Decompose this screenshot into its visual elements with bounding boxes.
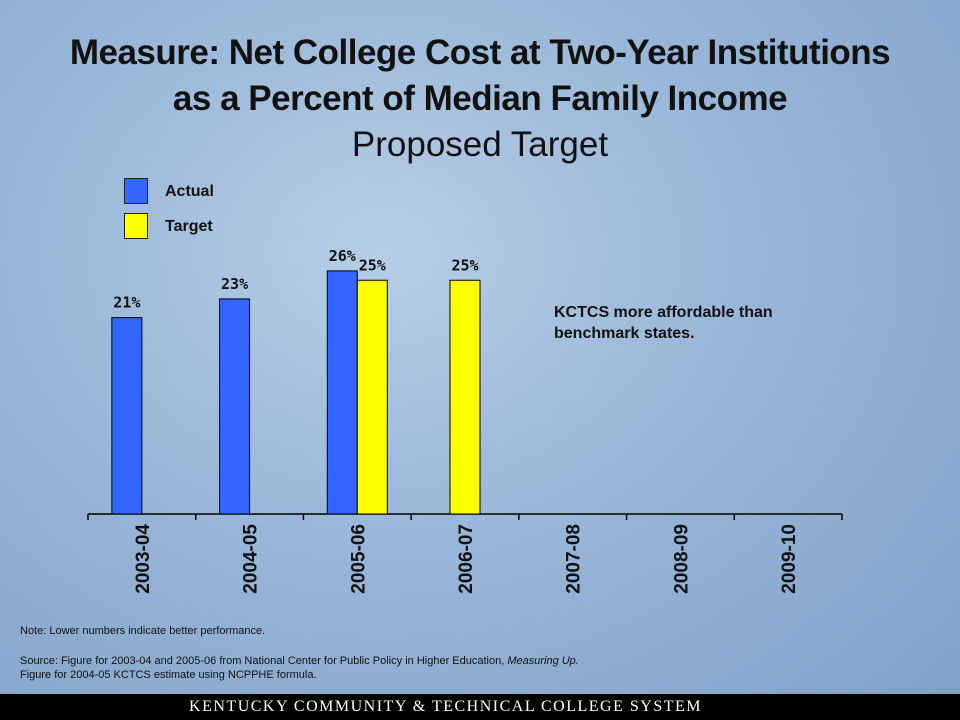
x-tick-label-2008-09: 2008-09 — [671, 524, 692, 594]
x-tick-label-2006-07: 2006-07 — [456, 524, 477, 594]
annotation: KCTCS more affordable than benchmark sta… — [554, 302, 854, 344]
x-tick-label-2007-08: 2007-08 — [564, 524, 585, 594]
title-line-3: Proposed Target — [351, 125, 609, 164]
footer-text: KENTUCKY COMMUNITY & TECHNICAL COLLEGE S… — [189, 698, 702, 715]
note: Note: Lower numbers indicate better perf… — [20, 625, 266, 637]
chart-title: Measure: Net College Cost at Two-Year In… — [0, 30, 960, 168]
legend-swatch-actual — [124, 178, 148, 204]
x-tick-label-2004-05: 2004-05 — [241, 524, 262, 594]
data-label-actual-2005-06: 26% — [329, 247, 356, 265]
bar-target-2005-06 — [356, 279, 388, 515]
footer-bar: KENTUCKY COMMUNITY & TECHNICAL COLLEGE S… — [0, 694, 960, 720]
x-tick-label-2005-06: 2005-06 — [348, 524, 369, 594]
source-text: Source: Figure for 2003-04 and 2005-06 f… — [20, 655, 508, 667]
bar-actual-2005-06 — [326, 270, 358, 515]
bar-target-2006-07 — [449, 279, 481, 515]
source-line-2: Figure for 2004-05 KCTCS estimate using … — [20, 669, 317, 681]
annotation-line-2: benchmark states. — [554, 325, 695, 342]
data-label-actual-2003-04: 21% — [113, 294, 140, 312]
data-label-actual-2004-05: 23% — [221, 275, 248, 293]
annotation-line-1: KCTCS more affordable than — [554, 304, 773, 321]
legend-label-target: Target — [165, 218, 213, 235]
data-label-target-2005-06: 25% — [359, 256, 386, 274]
x-tick-label-2003-04: 2003-04 — [133, 524, 154, 594]
data-label-target-2006-07: 25% — [451, 256, 478, 274]
legend-label-actual: Actual — [165, 183, 214, 200]
legend-swatch-target — [124, 213, 148, 239]
x-tick-label-2009-10: 2009-10 — [779, 524, 800, 594]
source-italic: Measuring Up. — [507, 655, 579, 667]
bar-actual-2004-05 — [219, 298, 251, 515]
legend-item-target: Target — [124, 213, 324, 239]
legend-item-actual: Actual — [124, 178, 324, 204]
bar-actual-2003-04 — [111, 317, 143, 515]
source: Source: Figure for 2003-04 and 2005-06 f… — [20, 654, 940, 682]
title-line-1: Measure: Net College Cost at Two-Year In… — [69, 33, 891, 72]
title-line-2: as a Percent of Median Family Income — [172, 79, 788, 118]
